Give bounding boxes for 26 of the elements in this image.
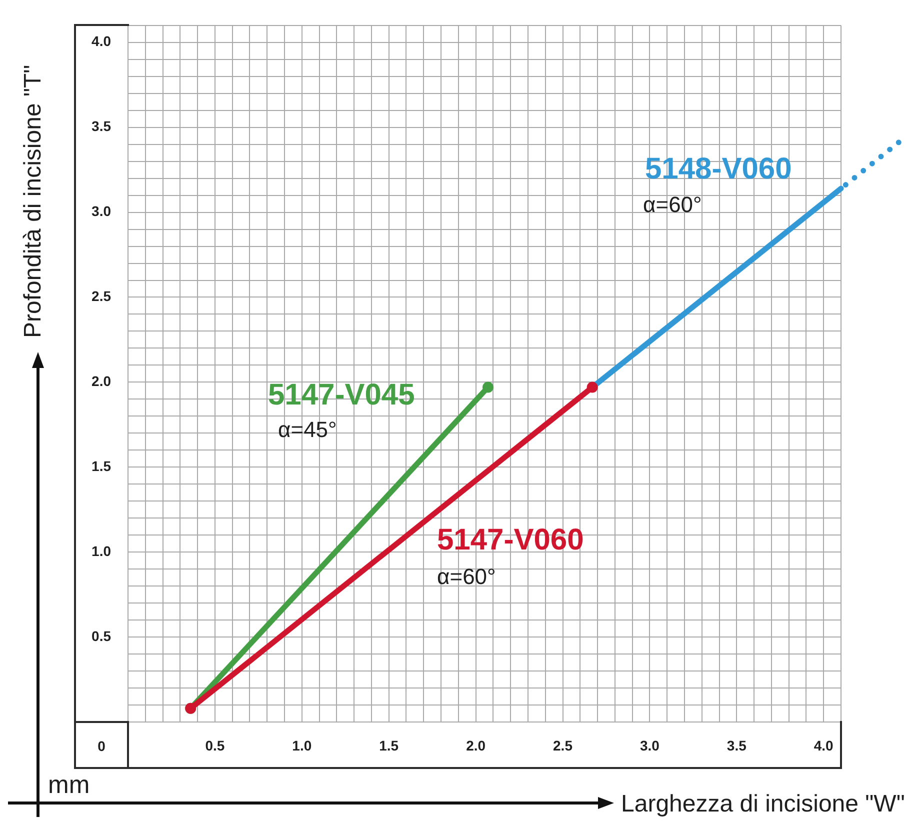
series-label: 5147-V045 [268, 378, 415, 412]
x-tick-label: 1.5 [379, 737, 399, 754]
y-tick-label: 3.5 [92, 118, 112, 134]
x-tick-label: 4.0 [814, 737, 834, 754]
y-tick-label: 2.5 [92, 288, 112, 304]
y-tick-label: 4.0 [92, 33, 112, 50]
x-tick-label: 3.5 [726, 737, 747, 754]
y-tick-label: 3.0 [92, 203, 112, 220]
y-axis-title: Profondità di incisione "T" [20, 64, 47, 338]
annotation: α=45° [278, 417, 337, 442]
series-label: 5147-V060 [437, 523, 584, 556]
y-tick-label: 1.0 [92, 542, 112, 559]
annotation: α=60° [437, 564, 496, 590]
x-tick-label: 0.5 [205, 737, 225, 754]
text: 0 [98, 738, 106, 754]
y-tick-label: 0.5 [92, 628, 112, 644]
text: mm [48, 770, 90, 799]
y-tick-label: 1.5 [92, 458, 112, 474]
x-tick-label: 2.0 [466, 737, 486, 754]
x-tick-label: 3.0 [640, 737, 660, 754]
y-tick-label: 2.0 [92, 373, 112, 390]
legend-label: 5148-V060 [645, 152, 792, 186]
x-tick-label: 2.5 [553, 737, 573, 754]
x-tick-label: 1.0 [292, 737, 312, 754]
annotation: α=60° [643, 192, 702, 218]
x-axis-title: Larghezza di incisione "W" [621, 790, 905, 818]
